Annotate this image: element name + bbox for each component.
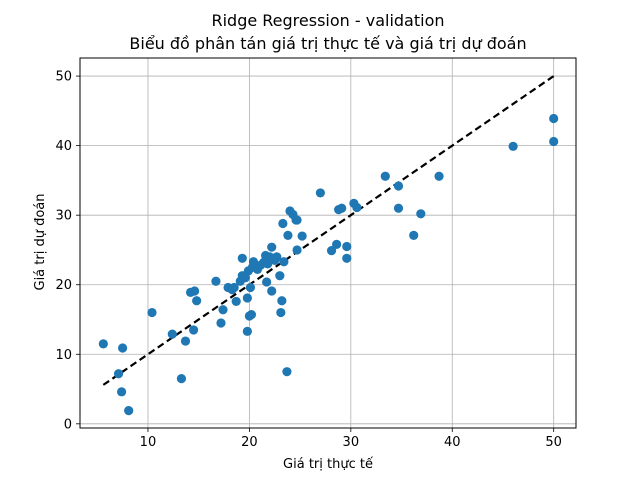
x-tick-label: 20 [241,435,258,450]
data-point [248,257,259,267]
reference-line [102,75,555,386]
data-point [237,253,247,263]
data-point [332,239,342,249]
y-tick-label: 40 [55,139,72,154]
data-point [342,253,352,263]
data-point [216,318,226,328]
data-point [267,242,277,252]
y-tick-label: 30 [55,209,72,224]
x-axis-label: Giá trị thực tế [283,457,373,472]
data-point [218,305,228,315]
y-tick-label: 20 [55,278,72,293]
data-point [240,273,250,283]
data-point [124,406,134,416]
data-point [242,293,252,303]
data-point [549,113,559,124]
data-point [211,276,221,286]
data-point [292,245,302,255]
data-point [262,277,272,287]
data-point [416,209,426,219]
data-point [242,326,252,336]
data-point [176,374,187,384]
y-axis-ticks: 0 10 20 30 40 50 [55,70,80,432]
x-tick-label: 30 [343,435,360,450]
data-point [118,343,128,353]
x-tick-label: 40 [444,435,461,450]
data-point [352,202,362,213]
data-point [342,241,352,252]
data-points [98,113,559,416]
data-point [508,141,518,151]
data-point [180,336,191,346]
data-point [167,329,177,339]
data-point [292,215,302,225]
reference-line-group [102,75,555,386]
y-tick-label: 10 [55,348,72,363]
data-point [297,231,307,241]
data-point [277,296,287,306]
data-point [116,387,127,397]
data-point [192,296,202,306]
data-point [229,282,239,293]
x-tick-label: 10 [140,435,157,450]
data-point [380,171,390,181]
data-point [245,282,256,293]
data-point [189,325,199,335]
x-tick-label: 50 [545,435,562,450]
data-point [279,257,289,267]
data-point [393,181,404,191]
data-point [326,246,337,256]
data-point [263,259,273,269]
data-point [409,230,419,240]
y-tick-label: 50 [55,70,72,85]
x-axis-ticks: 10 20 30 40 50 [140,428,562,450]
data-point [282,367,292,377]
data-point [98,339,108,349]
data-point [393,203,404,213]
data-point [272,252,282,262]
data-point [190,286,200,296]
data-point [315,188,325,198]
data-point [113,369,124,379]
data-point [267,286,277,296]
data-point [549,136,559,147]
data-point [434,171,444,181]
y-axis-label: Giá trị dự đoán [33,193,48,290]
grid-lines [80,58,576,428]
data-point [275,271,285,281]
y-tick-label: 0 [64,417,72,432]
chart-subtitle: Biểu đồ phân tán giá trị thực tế và giá … [129,34,526,53]
chart-title: Ridge Regression - validation [211,11,444,30]
data-point [276,307,286,318]
data-point [278,218,288,229]
data-point [246,310,257,320]
data-point [231,296,241,307]
data-point [283,230,293,240]
data-point [337,203,347,213]
plot-frame [79,57,577,429]
data-point [147,307,157,318]
